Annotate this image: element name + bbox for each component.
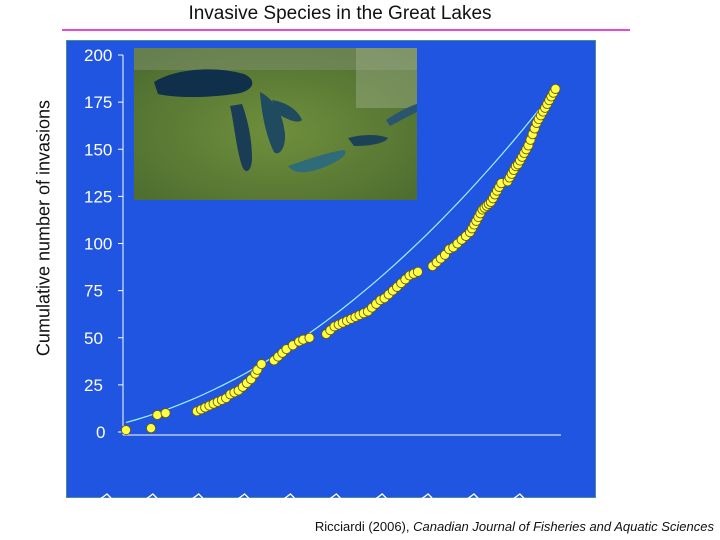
y-tick-label: 25 (84, 376, 103, 395)
scatter-chart: 0 25 50 75 100 125 150 175 200 (66, 40, 596, 498)
data-point (145, 423, 157, 434)
y-axis-label: Cumulative number of invasions (33, 99, 54, 357)
source-citation: Ricciardi (2006), Canadian Journal of Fi… (315, 519, 714, 534)
great-lakes-satellite-photo (134, 48, 417, 200)
y-tick-label: 200 (84, 46, 112, 65)
data-point (120, 425, 132, 436)
x-tick-mark (283, 493, 295, 498)
data-point (412, 266, 423, 277)
y-tick-label: 100 (84, 235, 112, 254)
x-tick-mark (192, 493, 204, 498)
chart-title: Invasive Species in the Great Lakes (188, 3, 492, 24)
x-tick-mark (238, 493, 250, 498)
y-tick-label: 150 (84, 140, 112, 159)
source-journal: Canadian Journal of Fisheries and Aquati… (413, 519, 714, 534)
title-divider (62, 29, 630, 31)
y-tick-label: 75 (84, 282, 103, 301)
y-tick-label: 125 (84, 187, 112, 206)
source-author: Ricciardi (2006), (314, 519, 414, 534)
data-point (256, 359, 267, 370)
x-tick-mark (146, 493, 158, 498)
y-tick-label: 50 (84, 329, 103, 348)
x-tick-mark (421, 493, 433, 498)
x-tick-mark (467, 493, 479, 498)
data-point (152, 409, 163, 421)
trend-line (125, 88, 556, 424)
x-tick-mark (375, 493, 387, 498)
x-tick-mark (329, 493, 341, 498)
x-tick-mark (100, 493, 112, 498)
data-point (550, 83, 561, 94)
y-tick-label: 175 (84, 93, 112, 112)
x-tick-mark (513, 493, 525, 498)
data-point (160, 408, 171, 419)
y-tick-label: 0 (96, 423, 105, 442)
data-point (304, 332, 315, 343)
